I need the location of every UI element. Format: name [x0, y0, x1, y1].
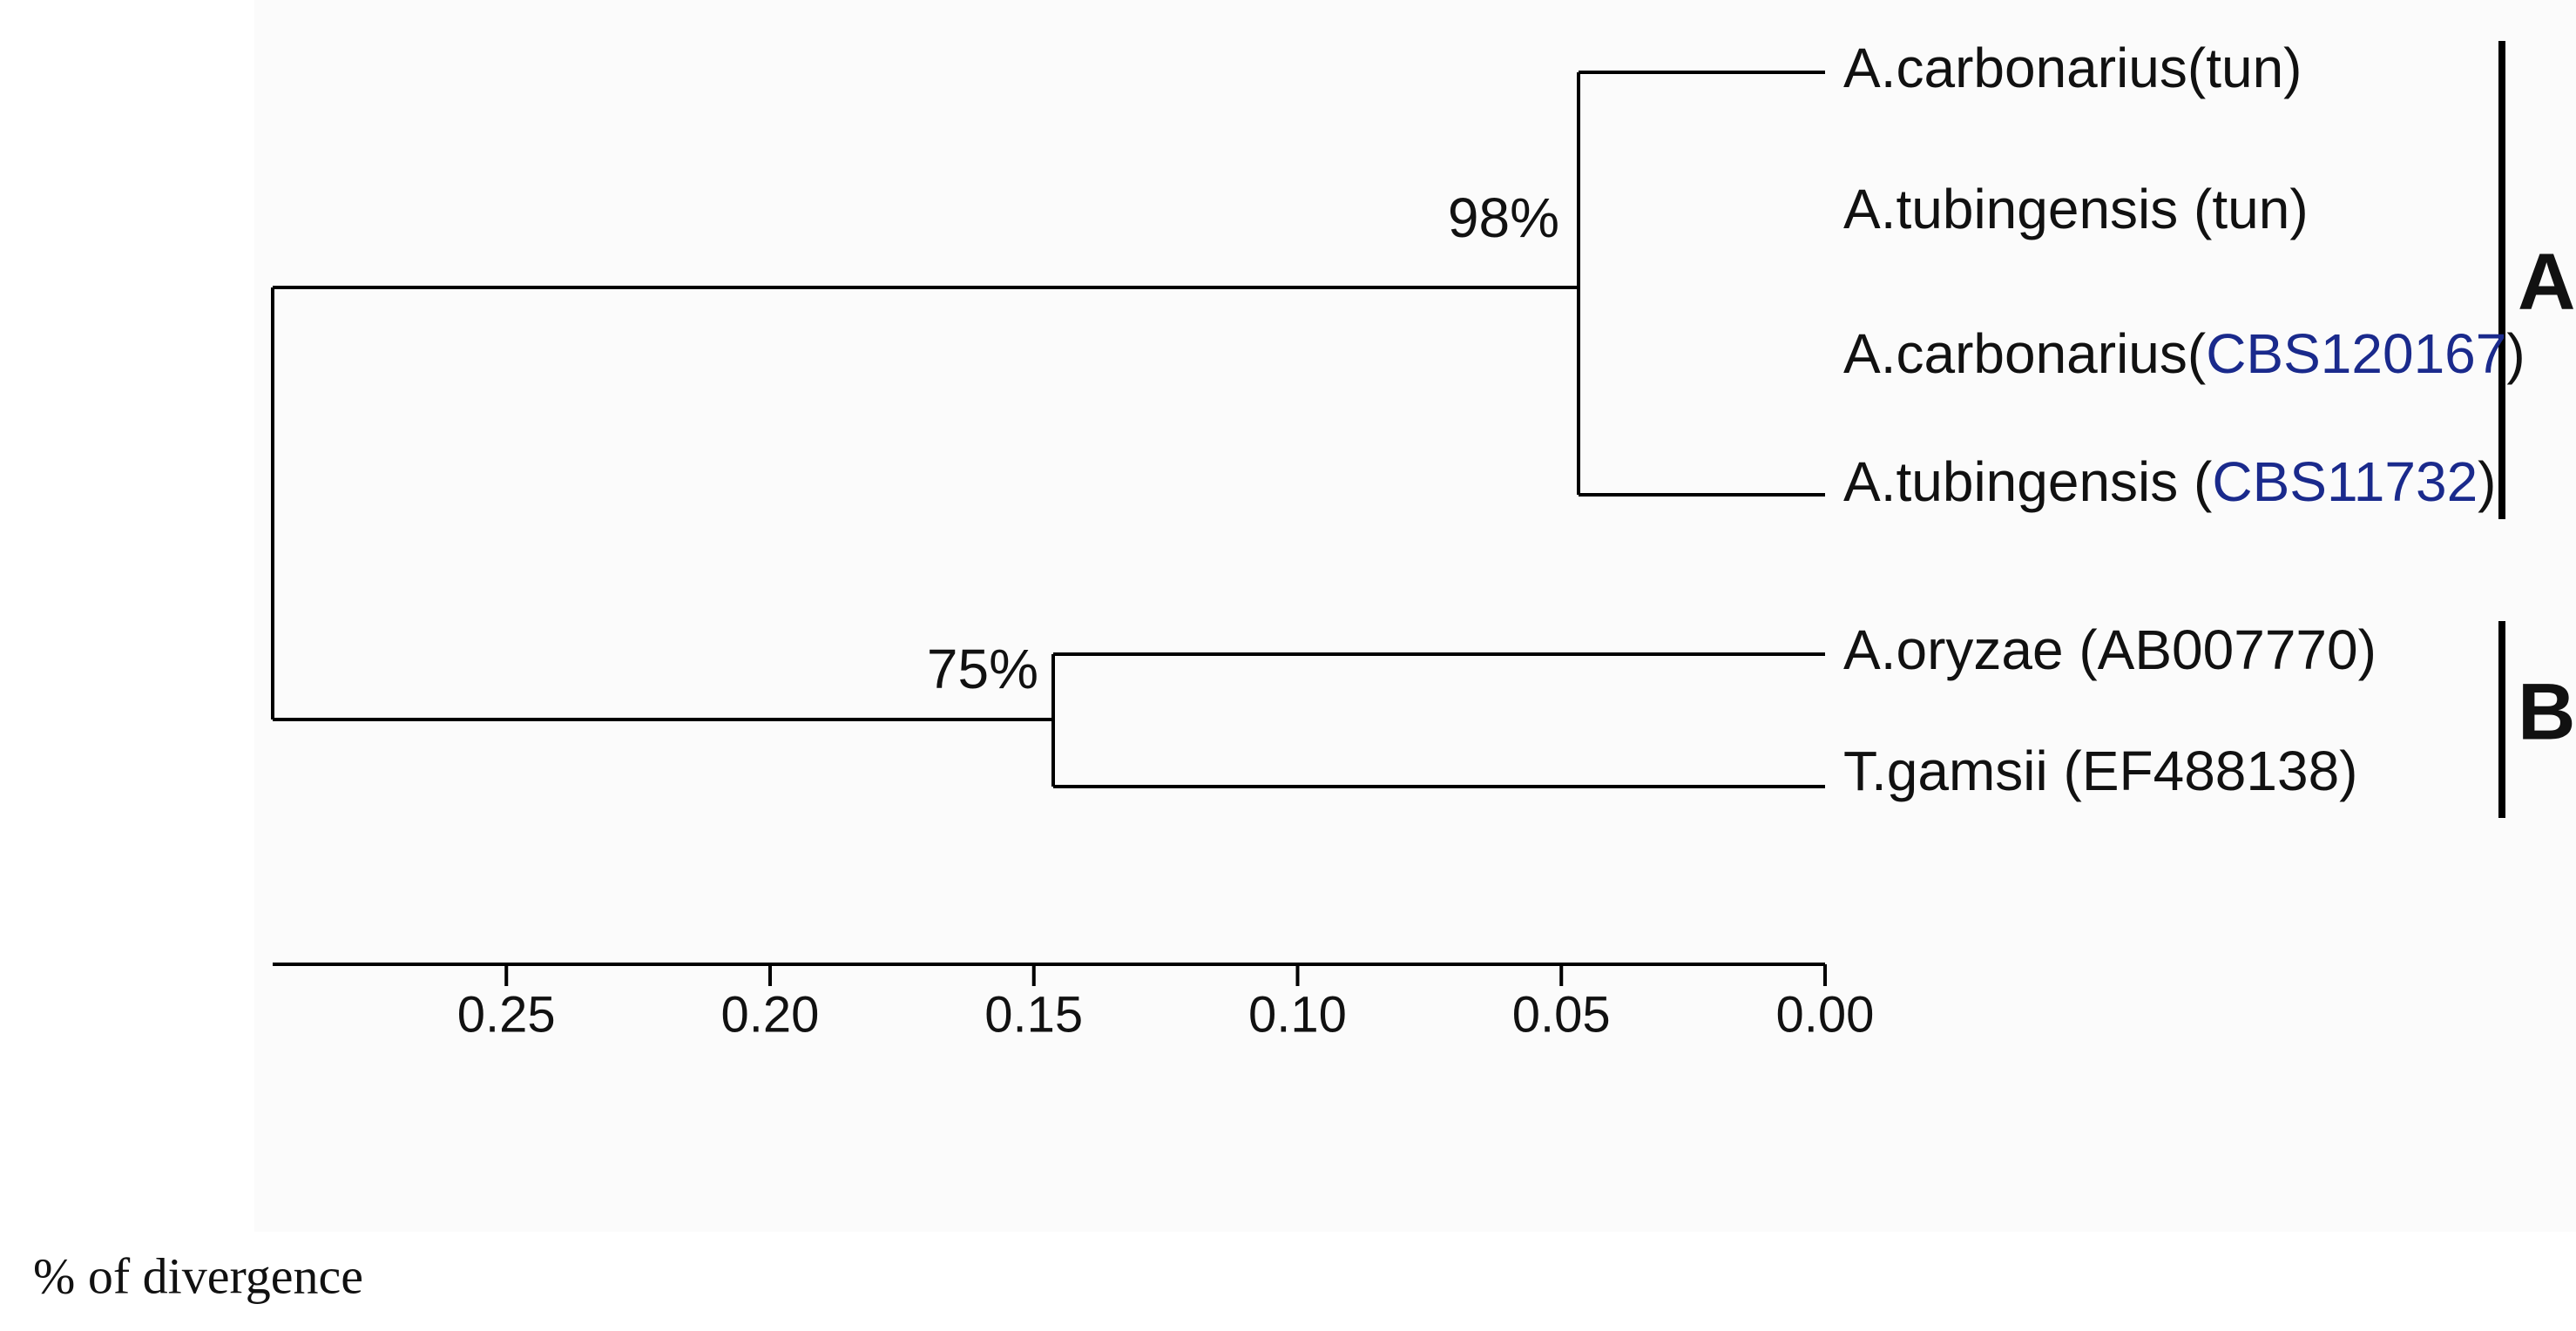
tick-label: 0.20 [721, 986, 820, 1043]
leaf-label-part: CBS120167 [2206, 322, 2506, 385]
group-label: B [2518, 667, 2575, 756]
support-label: 98% [1448, 186, 1559, 249]
leaf-label-part: A.oryzae (AB007770) [1843, 618, 2377, 681]
leaf-label: A.tubingensis (tun) [1843, 178, 2309, 240]
leaf-label: A.carbonarius(tun) [1843, 37, 2302, 99]
leaf-label-part: A.carbonarius( [1843, 322, 2206, 385]
tick-label: 0.05 [1512, 986, 1611, 1043]
tick-label: 0.25 [457, 986, 556, 1043]
support-label: 75% [927, 638, 1038, 700]
leaf-label-part: ) [2506, 322, 2525, 385]
leaf-label-part: T.gamsii (EF488138) [1843, 740, 2357, 802]
leaf-label: A.tubingensis (CBS11732) [1843, 450, 2496, 513]
leaf-label-part: ) [2478, 450, 2496, 513]
tick-label: 0.00 [1776, 986, 1875, 1043]
leaf-label-part: CBS11732 [2212, 450, 2478, 513]
leaf-label: T.gamsii (EF488138) [1843, 740, 2357, 802]
leaf-label: A.oryzae (AB007770) [1843, 618, 2377, 681]
clade-a-branch [273, 71, 1825, 497]
leaf-label-part: A.tubingensis (tun) [1843, 178, 2309, 240]
clade-b-branch [273, 652, 1825, 788]
branches [271, 71, 1825, 788]
plot-background [254, 0, 2576, 1232]
leaf-label-part: A.tubingensis ( [1843, 450, 2212, 513]
scale-caption: % of divergence [33, 1247, 363, 1304]
tick-label: 0.15 [984, 986, 1083, 1043]
group-label: A [2518, 237, 2575, 326]
leaf-label-part: A.carbonarius(tun) [1843, 37, 2302, 99]
tick-label: 0.10 [1248, 986, 1347, 1043]
leaf-label: A.carbonarius(CBS120167) [1843, 322, 2525, 385]
